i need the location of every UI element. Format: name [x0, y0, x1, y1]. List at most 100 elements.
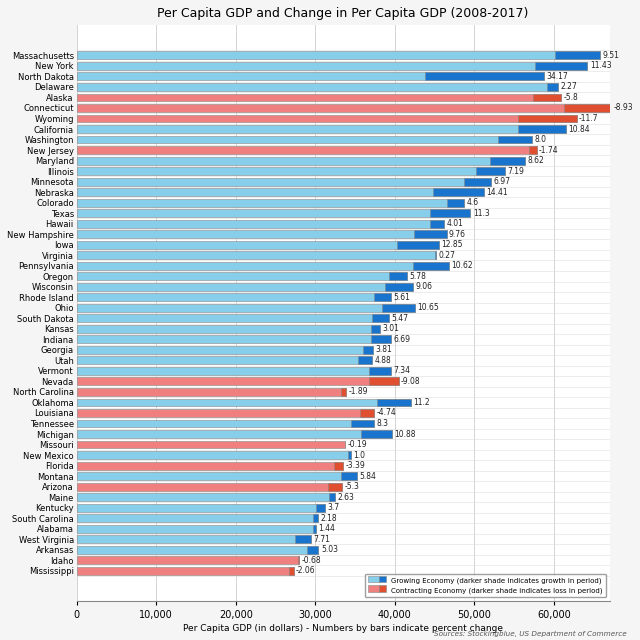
Bar	[385, 283, 413, 291]
Text: 10.88: 10.88	[394, 429, 415, 438]
Text: 11.2: 11.2	[413, 398, 430, 407]
Text: 2.18: 2.18	[321, 514, 337, 523]
Text: Sources: Stockingblue, US Department of Commerce: Sources: Stockingblue, US Department of …	[435, 630, 627, 637]
Bar	[377, 399, 411, 406]
Bar	[426, 72, 545, 81]
Bar	[77, 230, 447, 238]
Bar	[328, 483, 342, 490]
Bar	[77, 556, 300, 564]
Bar	[413, 262, 449, 269]
Bar	[77, 335, 391, 343]
Legend: Growing Economy (darker shade indicates growth in period), Contracting Economy (: Growing Economy (darker shade indicates …	[365, 573, 606, 597]
Text: -2.06: -2.06	[296, 566, 316, 575]
Bar	[518, 125, 566, 133]
Bar	[77, 504, 325, 511]
Bar	[433, 188, 484, 196]
Bar	[529, 146, 536, 154]
Bar	[77, 252, 436, 259]
Bar	[382, 304, 415, 312]
Bar	[518, 115, 577, 122]
Bar	[77, 420, 374, 428]
Bar	[77, 136, 532, 143]
Bar	[77, 399, 411, 406]
Text: 12.85: 12.85	[441, 240, 463, 249]
Bar	[362, 346, 373, 354]
Text: -8.93: -8.93	[614, 104, 634, 113]
Bar	[77, 157, 525, 164]
Bar	[374, 293, 391, 301]
Text: -1.74: -1.74	[539, 145, 559, 154]
Text: 5.84: 5.84	[359, 472, 376, 481]
Bar	[535, 62, 588, 70]
Text: 9.06: 9.06	[415, 282, 433, 291]
Text: 4.88: 4.88	[374, 356, 391, 365]
Text: 5.47: 5.47	[391, 314, 408, 323]
Text: 8.62: 8.62	[528, 156, 545, 165]
Text: 9.51: 9.51	[602, 51, 620, 60]
Bar	[77, 72, 545, 81]
Text: -11.7: -11.7	[579, 114, 598, 123]
Bar	[348, 451, 351, 459]
Text: 11.43: 11.43	[590, 61, 611, 70]
Text: 1.0: 1.0	[353, 451, 365, 460]
Bar	[371, 335, 391, 343]
Bar	[77, 188, 484, 196]
Bar	[388, 272, 407, 280]
Bar	[77, 262, 449, 269]
Bar	[435, 252, 436, 259]
Bar	[77, 93, 561, 101]
Text: -9.08: -9.08	[401, 377, 420, 386]
Bar	[447, 198, 464, 207]
Text: 3.01: 3.01	[382, 324, 399, 333]
Text: 6.69: 6.69	[394, 335, 410, 344]
Text: 5.78: 5.78	[409, 272, 426, 281]
Bar	[555, 51, 600, 60]
Text: 5.61: 5.61	[394, 292, 410, 302]
Text: 7.71: 7.71	[314, 534, 331, 544]
Text: 4.6: 4.6	[467, 198, 479, 207]
Bar	[328, 493, 335, 501]
Bar	[464, 178, 491, 186]
Text: 34.17: 34.17	[547, 72, 568, 81]
Text: 10.84: 10.84	[568, 125, 590, 134]
Bar	[77, 178, 491, 186]
Bar	[351, 420, 374, 428]
Bar	[77, 209, 470, 217]
Text: 1.44: 1.44	[319, 524, 335, 533]
Text: 8.3: 8.3	[376, 419, 388, 428]
Bar	[77, 167, 505, 175]
Bar	[77, 546, 319, 554]
Text: -1.89: -1.89	[348, 387, 368, 396]
Bar	[369, 367, 391, 375]
Bar	[77, 272, 407, 280]
Text: 5.03: 5.03	[321, 545, 338, 554]
Bar	[77, 125, 566, 133]
Bar	[430, 220, 444, 228]
Bar	[77, 451, 351, 459]
Bar	[77, 440, 345, 449]
Bar	[77, 115, 577, 122]
Bar	[289, 567, 294, 575]
Text: 8.0: 8.0	[534, 135, 546, 144]
Bar	[77, 356, 372, 364]
Text: -0.19: -0.19	[348, 440, 367, 449]
Text: 7.19: 7.19	[507, 166, 524, 175]
Text: 7.34: 7.34	[394, 367, 410, 376]
Bar	[77, 388, 346, 396]
Text: 0.27: 0.27	[438, 251, 456, 260]
Bar	[77, 461, 344, 470]
Bar	[77, 409, 374, 417]
Bar	[294, 535, 311, 543]
Bar	[369, 378, 399, 385]
Text: -4.74: -4.74	[376, 408, 396, 417]
Bar	[360, 409, 374, 417]
Bar	[564, 104, 611, 112]
Bar	[77, 525, 316, 532]
Text: -5.3: -5.3	[344, 482, 360, 491]
Text: 10.65: 10.65	[417, 303, 439, 312]
Bar	[340, 388, 346, 396]
Bar	[77, 104, 611, 112]
Bar	[77, 241, 438, 249]
Bar	[316, 504, 325, 511]
Bar	[372, 314, 388, 323]
